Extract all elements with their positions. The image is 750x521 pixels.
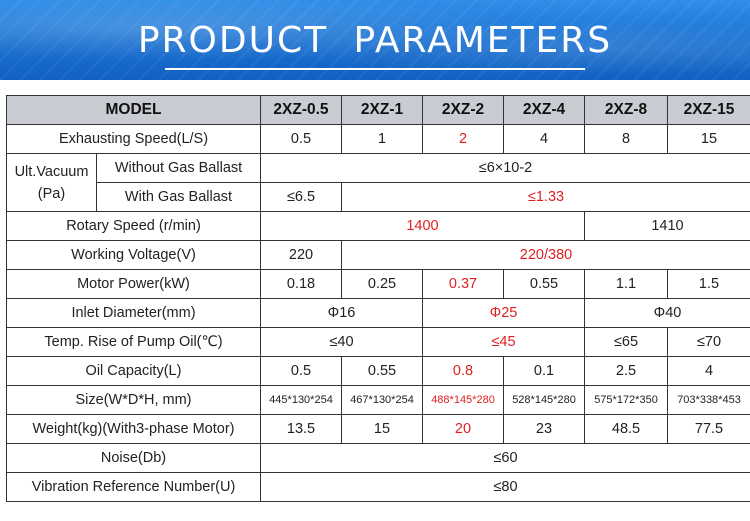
value-cell-highlight: Φ25 (422, 298, 585, 328)
value-cell: Φ16 (260, 298, 423, 328)
model-header: MODEL (6, 95, 261, 125)
row-label: Oil Capacity(L) (6, 356, 261, 386)
value-cell-highlight: ≤1.33 (341, 182, 750, 212)
row-label: Size(W*D*H, mm) (6, 385, 261, 415)
value-cell: 13.5 (260, 414, 342, 444)
value-cell: ≤6.5 (260, 182, 342, 212)
exhausting-speed-row: Exhausting Speed(L/S) 0.5 1 2 4 8 15 (6, 124, 750, 154)
product-parameters-table: MODEL 2XZ-0.5 2XZ-1 2XZ-2 2XZ-4 2XZ-8 2X… (6, 95, 750, 502)
value-cell: 220 (260, 240, 342, 270)
motor-power-row: Motor Power(kW) 0.18 0.25 0.37 0.55 1.1 … (6, 269, 750, 299)
value-cell-highlight: 1400 (260, 211, 585, 241)
value-cell: 1 (341, 124, 423, 154)
ult-vacuum-with-row: With Gas Ballast ≤6.5 ≤1.33 (7, 182, 750, 212)
value-cell: ≤60 (260, 443, 750, 473)
oil-capacity-row: Oil Capacity(L) 0.5 0.55 0.8 0.1 2.5 4 (6, 356, 750, 386)
value-cell: ≤6×10-2 (260, 153, 750, 183)
value-cell-highlight: 0.37 (422, 269, 504, 299)
value-cell: Φ40 (584, 298, 750, 328)
value-cell: 0.5 (260, 124, 342, 154)
model-cell: 2XZ-8 (584, 95, 668, 125)
value-cell: 8 (584, 124, 668, 154)
value-cell: 2.5 (584, 356, 668, 386)
ult-vacuum-label: Ult.Vacuum (Pa) (6, 153, 97, 212)
value-cell-highlight: ≤45 (422, 327, 585, 357)
value-cell: ≤70 (667, 327, 750, 357)
title-banner: PRODUCT PARAMETERS (0, 0, 750, 80)
value-cell: 575*172*350 (584, 385, 668, 415)
row-label: Inlet Diameter(mm) (6, 298, 261, 328)
row-label: Rotary Speed (r/min) (6, 211, 261, 241)
row-label: Vibration Reference Number(U) (6, 472, 261, 502)
value-cell: 0.55 (503, 269, 585, 299)
value-cell: 1410 (584, 211, 750, 241)
value-cell-highlight: 20 (422, 414, 504, 444)
value-cell: ≤65 (584, 327, 668, 357)
value-cell: 467*130*254 (341, 385, 423, 415)
row-label: Working Voltage(V) (6, 240, 261, 270)
value-cell: 0.5 (260, 356, 342, 386)
model-cell: 2XZ-1 (341, 95, 423, 125)
value-cell-highlight: 488*145*280 (422, 385, 504, 415)
banner-texture (0, 0, 750, 80)
row-label: Motor Power(kW) (6, 269, 261, 299)
row-label: Exhausting Speed(L/S) (6, 124, 261, 154)
value-cell: 4 (667, 356, 750, 386)
model-cell: 2XZ-0.5 (260, 95, 342, 125)
row-label: Temp. Rise of Pump Oil(℃) (6, 327, 261, 357)
model-cell: 2XZ-4 (503, 95, 585, 125)
row-sublabel: With Gas Ballast (96, 182, 261, 212)
title-underline (165, 68, 585, 70)
ult-vacuum-label-line1: Ult.Vacuum (14, 163, 89, 180)
size-row: Size(W*D*H, mm) 445*130*254 467*130*254 … (6, 385, 750, 415)
value-cell: 703*338*453 (667, 385, 750, 415)
value-cell: ≤40 (260, 327, 423, 357)
value-cell: ≤80 (260, 472, 750, 502)
ult-vacuum-without-row: Ult.Vacuum (Pa) Without Gas Ballast ≤6×1… (6, 153, 750, 212)
value-cell: 15 (667, 124, 750, 154)
value-cell: 0.55 (341, 356, 423, 386)
value-cell: 1.5 (667, 269, 750, 299)
value-cell-highlight: 220/380 (341, 240, 750, 270)
vibration-row: Vibration Reference Number(U) ≤80 (6, 472, 750, 502)
page-title: PRODUCT PARAMETERS (137, 20, 613, 61)
inlet-diameter-row: Inlet Diameter(mm) Φ16 Φ25 Φ40 (6, 298, 750, 328)
value-cell: 1.1 (584, 269, 668, 299)
ult-vacuum-label-line2: (Pa) (37, 185, 66, 202)
model-cell-highlight: 2XZ-2 (422, 95, 504, 125)
value-cell: 4 (503, 124, 585, 154)
value-cell-highlight: 2 (422, 124, 504, 154)
row-sublabel: Without Gas Ballast (96, 153, 261, 183)
value-cell: 77.5 (667, 414, 750, 444)
rotary-speed-row: Rotary Speed (r/min) 1400 1410 (6, 211, 750, 241)
row-label: Weight(kg)(With3-phase Motor) (6, 414, 261, 444)
model-cell: 2XZ-15 (667, 95, 750, 125)
value-cell: 23 (503, 414, 585, 444)
noise-row: Noise(Db) ≤60 (6, 443, 750, 473)
working-voltage-row: Working Voltage(V) 220 220/380 (6, 240, 750, 270)
value-cell: 0.25 (341, 269, 423, 299)
value-cell-highlight: 0.8 (422, 356, 504, 386)
model-row: MODEL 2XZ-0.5 2XZ-1 2XZ-2 2XZ-4 2XZ-8 2X… (6, 95, 750, 125)
value-cell: 528*145*280 (503, 385, 585, 415)
value-cell: 48.5 (584, 414, 668, 444)
value-cell: 445*130*254 (260, 385, 342, 415)
value-cell: 15 (341, 414, 423, 444)
value-cell: 0.1 (503, 356, 585, 386)
row-label: Noise(Db) (6, 443, 261, 473)
temp-rise-row: Temp. Rise of Pump Oil(℃) ≤40 ≤45 ≤65 ≤7… (6, 327, 750, 357)
value-cell: 0.18 (260, 269, 342, 299)
weight-row: Weight(kg)(With3-phase Motor) 13.5 15 20… (6, 414, 750, 444)
